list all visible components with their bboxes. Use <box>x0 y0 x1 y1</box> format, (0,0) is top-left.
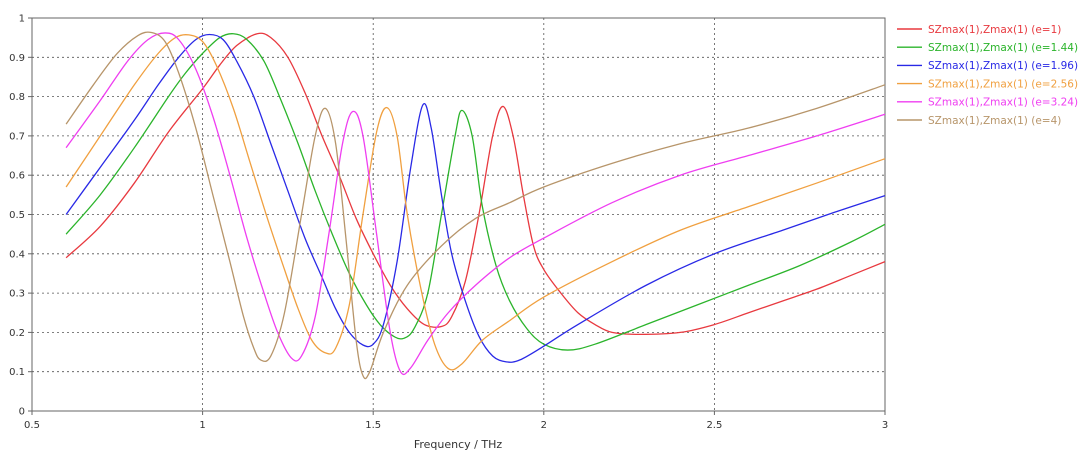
series-line-5 <box>65 32 886 376</box>
grid-lines <box>32 18 885 411</box>
series-line-6 <box>65 31 886 380</box>
legend-entry-label: SZmax(1),Zmax(1) (e=3.24) <box>928 97 1078 109</box>
y-tick-label: 0.9 <box>9 53 25 64</box>
x-axis-label: Frequency / THz <box>414 438 503 451</box>
x-tick-label: 1.5 <box>365 420 381 431</box>
legend-entry-label: SZmax(1),Zmax(1) (e=1) <box>928 24 1061 36</box>
x-tick-label: 0.5 <box>24 420 40 431</box>
legend-entry-label: SZmax(1),Zmax(1) (e=4) <box>928 115 1061 127</box>
x-tick-label: 2.5 <box>706 420 722 431</box>
legend: SZmax(1),Zmax(1) (e=1) SZmax(1),Zmax(1) (… <box>897 24 1078 127</box>
legend-entry-label: SZmax(1),Zmax(1) (e=1.96) <box>928 60 1078 72</box>
legend-entry-label: SZmax(1),Zmax(1) (e=1.44) <box>928 42 1078 54</box>
series-line-2 <box>65 33 886 351</box>
y-tick-label: 1 <box>19 14 25 25</box>
y-tick-label: 0.2 <box>9 328 25 339</box>
x-tick-label: 2 <box>541 420 547 431</box>
y-tick-label: 0.5 <box>9 210 25 221</box>
x-axis-ticks: 0.5 1 1.5 2 2.5 3 <box>24 411 888 431</box>
y-tick-label: 0 <box>19 407 25 418</box>
y-tick-label: 0.8 <box>9 92 25 103</box>
series-line-4 <box>65 33 886 371</box>
y-tick-label: 0.7 <box>9 131 25 142</box>
y-tick-label: 0.1 <box>9 367 25 378</box>
series-lines <box>65 31 886 380</box>
series-line-1 <box>65 32 886 336</box>
y-tick-label: 0.6 <box>9 171 25 182</box>
x-tick-label: 1 <box>199 420 205 431</box>
y-tick-label: 0.3 <box>9 289 25 300</box>
legend-entry-label: SZmax(1),Zmax(1) (e=2.56) <box>928 78 1078 90</box>
y-axis-ticks: 0 0.1 0.2 0.3 0.4 0.5 0.6 0.7 0.8 0.9 1 <box>9 14 32 418</box>
x-tick-label: 3 <box>882 420 888 431</box>
y-tick-label: 0.4 <box>9 249 25 260</box>
